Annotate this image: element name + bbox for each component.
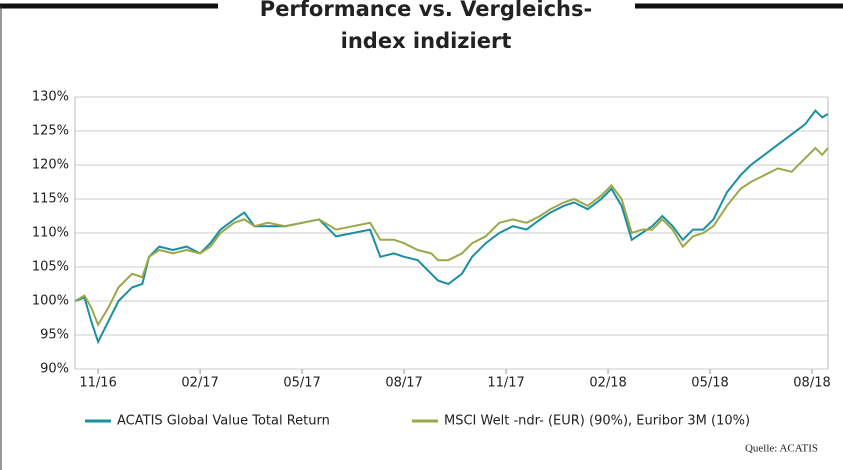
y-tick-label: 90% <box>40 362 69 377</box>
x-tick-label: 11/17 <box>487 376 524 391</box>
x-tick-label: 02/17 <box>181 376 218 391</box>
x-tick-label: 11/16 <box>79 376 116 391</box>
y-tick-label: 125% <box>32 124 69 139</box>
y-tick-label: 110% <box>32 226 69 241</box>
x-tick-label: 08/17 <box>385 376 422 391</box>
y-tick-label: 95% <box>40 328 69 343</box>
chart-title: index indiziert <box>341 29 512 53</box>
series-line <box>74 109 829 345</box>
y-tick-label: 115% <box>32 192 69 207</box>
chart-title: Performance vs. Vergleichs- <box>260 0 592 21</box>
y-tick-label: 120% <box>32 158 69 173</box>
x-tick-label: 05/18 <box>691 376 728 391</box>
y-tick-label: 105% <box>32 260 69 275</box>
source: Quelle: ACATIS <box>745 443 818 455</box>
series-line <box>74 146 829 328</box>
y-tick-label: 100% <box>32 294 69 309</box>
legend-label: ACATIS Global Value Total Return <box>117 414 330 429</box>
x-tick-label: 02/18 <box>589 376 626 391</box>
x-tick-label: 05/17 <box>283 376 320 391</box>
legend-label: MSCI Welt -ndr- (EUR) (90%), Euribor 3M … <box>444 414 750 429</box>
x-tick-label: 08/18 <box>793 376 830 391</box>
y-tick-label: 130% <box>32 90 69 105</box>
